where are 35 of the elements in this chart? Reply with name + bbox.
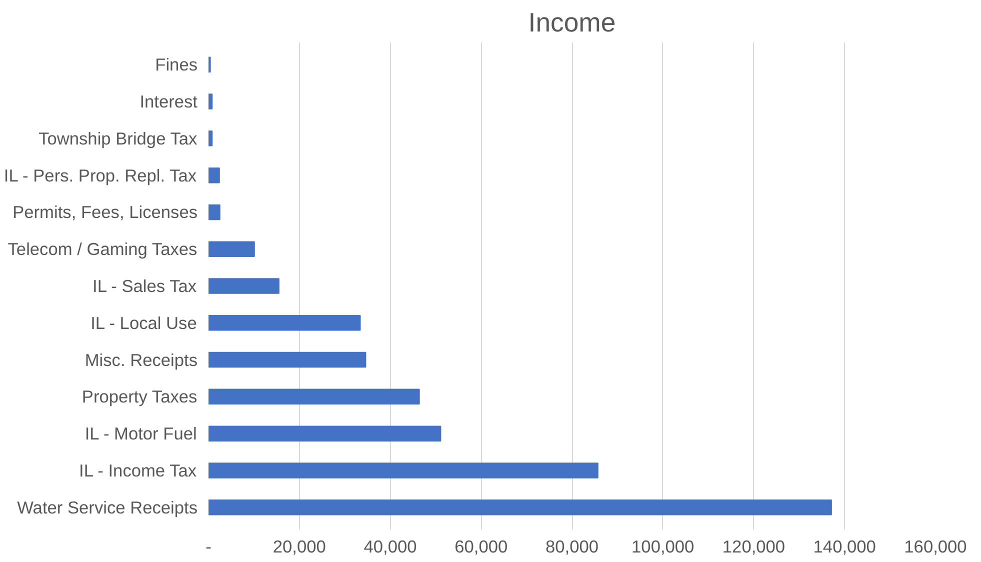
y-tick-label: IL - Pers. Prop. Repl. Tax	[4, 165, 197, 186]
chart-title: Income	[528, 8, 616, 38]
y-tick-label: Fines	[155, 54, 198, 75]
x-tick-label: 140,000	[813, 536, 876, 556]
bar	[208, 388, 420, 405]
x-tick-label: 160,000	[904, 536, 967, 556]
x-tick-label: 120,000	[722, 536, 786, 556]
bar	[208, 204, 220, 220]
y-tick-label: Interest	[140, 92, 198, 112]
bar	[208, 352, 366, 368]
bar	[208, 426, 442, 442]
x-tick-label: 100,000	[632, 536, 694, 556]
x-tick-label: 80,000	[546, 536, 598, 556]
bar	[208, 315, 361, 331]
bar	[208, 130, 213, 146]
x-tick-label: 40,000	[364, 536, 417, 556]
y-tick-label: IL - Income Tax	[79, 460, 197, 480]
bar	[208, 167, 220, 184]
x-tick-label: 20,000	[272, 536, 326, 556]
bar	[208, 278, 280, 294]
bar	[208, 94, 213, 110]
bar	[208, 241, 255, 257]
y-tick-label: Property Taxes	[82, 386, 198, 407]
y-tick-label: Misc. Receipts	[84, 350, 198, 370]
y-tick-label: Township Bridge Tax	[38, 128, 198, 148]
x-tick-label: -	[206, 536, 212, 556]
y-tick-label: Permits, Fees, Licenses	[12, 202, 198, 222]
bar	[208, 462, 598, 478]
y-tick-label: Water Service Receipts	[17, 497, 198, 518]
x-tick-label: 60,000	[454, 536, 508, 556]
bar	[208, 499, 832, 516]
y-tick-label: IL - Local Use	[90, 312, 197, 333]
y-tick-label: Telecom / Gaming Taxes	[8, 239, 198, 260]
y-tick-label: IL - Sales Tax	[92, 276, 197, 296]
y-tick-label: IL - Motor Fuel	[84, 424, 197, 444]
